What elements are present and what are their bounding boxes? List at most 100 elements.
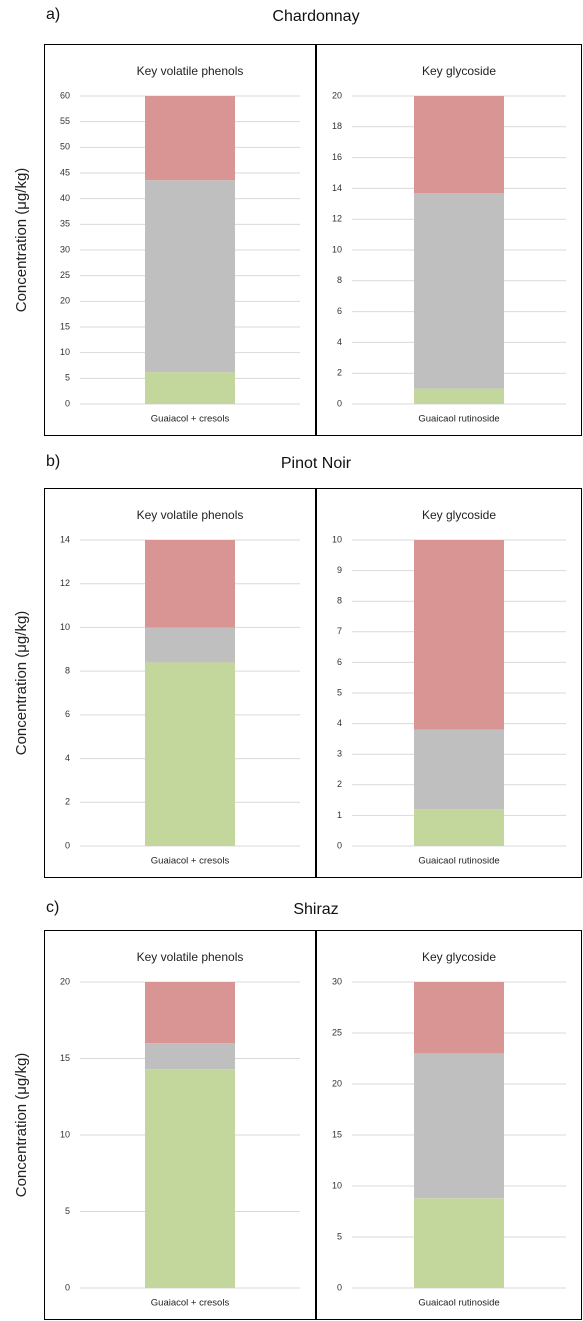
y-tick-label: 25 <box>60 270 70 280</box>
y-tick-label: 5 <box>337 687 342 697</box>
chart-title: Key glycoside <box>422 64 496 78</box>
y-tick-label: 10 <box>60 1129 70 1139</box>
y-tick-label: 0 <box>65 398 70 408</box>
y-tick-label: 40 <box>60 193 70 203</box>
row-title: Pinot Noir <box>281 455 352 472</box>
y-tick-label: 14 <box>332 183 342 193</box>
bar-segment <box>145 1069 235 1288</box>
chart-title: Key volatile phenols <box>137 950 244 964</box>
y-tick-label: 45 <box>60 167 70 177</box>
y-tick-label: 10 <box>332 244 342 254</box>
y-tick-label: 16 <box>332 152 342 162</box>
y-tick-label: 5 <box>65 373 70 383</box>
panel-frame <box>316 44 582 436</box>
bar-segment <box>414 540 504 730</box>
y-tick-label: 20 <box>60 296 70 306</box>
bar-segment <box>414 1198 504 1288</box>
chart-title: Key glycoside <box>422 508 496 522</box>
y-tick-label: 2 <box>337 368 342 378</box>
y-tick-label: 9 <box>337 565 342 575</box>
y-tick-label: 6 <box>65 709 70 719</box>
bar-segment <box>414 96 504 194</box>
y-tick-label: 35 <box>60 219 70 229</box>
y-tick-label: 14 <box>60 534 70 544</box>
y-tick-label: 3 <box>337 749 342 759</box>
x-tick-label: Guaicaol rutinoside <box>418 414 499 425</box>
y-tick-label: 20 <box>332 1078 342 1088</box>
y-axis-label: Concentration (μg/kg) <box>13 1053 30 1198</box>
y-tick-label: 5 <box>337 1231 342 1241</box>
x-tick-label: Guaicaol rutinoside <box>418 856 499 867</box>
y-tick-label: 0 <box>65 1282 70 1292</box>
x-tick-label: Guaiacol + cresols <box>151 1298 230 1309</box>
bar-segment <box>145 1043 235 1070</box>
panel-label: a) <box>46 6 60 23</box>
y-tick-label: 60 <box>60 90 70 100</box>
bar-segment <box>414 193 504 389</box>
y-tick-label: 10 <box>60 622 70 632</box>
chart-title: Key volatile phenols <box>137 64 244 78</box>
panel-label: c) <box>46 899 59 916</box>
x-tick-label: Guaiacol + cresols <box>151 414 230 425</box>
y-tick-label: 15 <box>60 1053 70 1063</box>
y-tick-label: 50 <box>60 142 70 152</box>
chart-title: Key glycoside <box>422 950 496 964</box>
y-tick-label: 30 <box>332 976 342 986</box>
y-tick-label: 55 <box>60 116 70 126</box>
bar-segment <box>145 540 235 628</box>
panel-frame <box>316 930 582 1320</box>
bar-segment <box>145 372 235 404</box>
x-tick-label: Guaicaol rutinoside <box>418 1298 499 1309</box>
y-tick-label: 20 <box>332 90 342 100</box>
y-tick-label: 10 <box>332 1180 342 1190</box>
y-tick-label: 30 <box>60 244 70 254</box>
panel-frame <box>316 488 582 878</box>
y-tick-label: 0 <box>337 398 342 408</box>
row-title: Shiraz <box>293 901 338 918</box>
y-tick-label: 8 <box>337 275 342 285</box>
row-title: Chardonnay <box>272 8 359 25</box>
y-tick-label: 25 <box>332 1027 342 1037</box>
bar-segment <box>414 809 504 846</box>
bar-segment <box>145 180 235 373</box>
y-tick-label: 10 <box>60 347 70 357</box>
y-tick-label: 8 <box>65 666 70 676</box>
y-tick-label: 0 <box>65 840 70 850</box>
panel-label: b) <box>46 453 60 470</box>
y-tick-label: 4 <box>65 753 70 763</box>
panel-frame <box>44 930 316 1320</box>
bar-segment <box>145 96 235 181</box>
y-tick-label: 4 <box>337 718 342 728</box>
y-tick-label: 18 <box>332 121 342 131</box>
bar-segment <box>414 388 504 404</box>
y-tick-label: 8 <box>337 596 342 606</box>
bar-segment <box>145 627 235 663</box>
y-axis-label: Concentration (μg/kg) <box>13 168 30 313</box>
y-tick-label: 6 <box>337 657 342 667</box>
bar-segment <box>414 1053 504 1199</box>
y-tick-label: 0 <box>337 1282 342 1292</box>
y-tick-label: 5 <box>65 1206 70 1216</box>
y-tick-label: 12 <box>332 214 342 224</box>
panel-frame <box>44 44 316 436</box>
bar-segment <box>145 982 235 1044</box>
y-axis-label: Concentration (μg/kg) <box>13 611 30 756</box>
bar-segment <box>414 729 504 810</box>
y-tick-label: 6 <box>337 306 342 316</box>
chart-title: Key volatile phenols <box>137 508 244 522</box>
x-tick-label: Guaiacol + cresols <box>151 856 230 867</box>
y-tick-label: 1 <box>337 810 342 820</box>
y-tick-label: 2 <box>65 797 70 807</box>
y-tick-label: 4 <box>337 337 342 347</box>
y-tick-label: 12 <box>60 578 70 588</box>
y-tick-label: 15 <box>332 1129 342 1139</box>
y-tick-label: 0 <box>337 840 342 850</box>
y-tick-label: 7 <box>337 626 342 636</box>
bar-segment <box>414 982 504 1054</box>
y-tick-label: 15 <box>60 321 70 331</box>
bar-segment <box>145 662 235 846</box>
y-tick-label: 20 <box>60 976 70 986</box>
y-tick-label: 2 <box>337 779 342 789</box>
panel-frame <box>44 488 316 878</box>
